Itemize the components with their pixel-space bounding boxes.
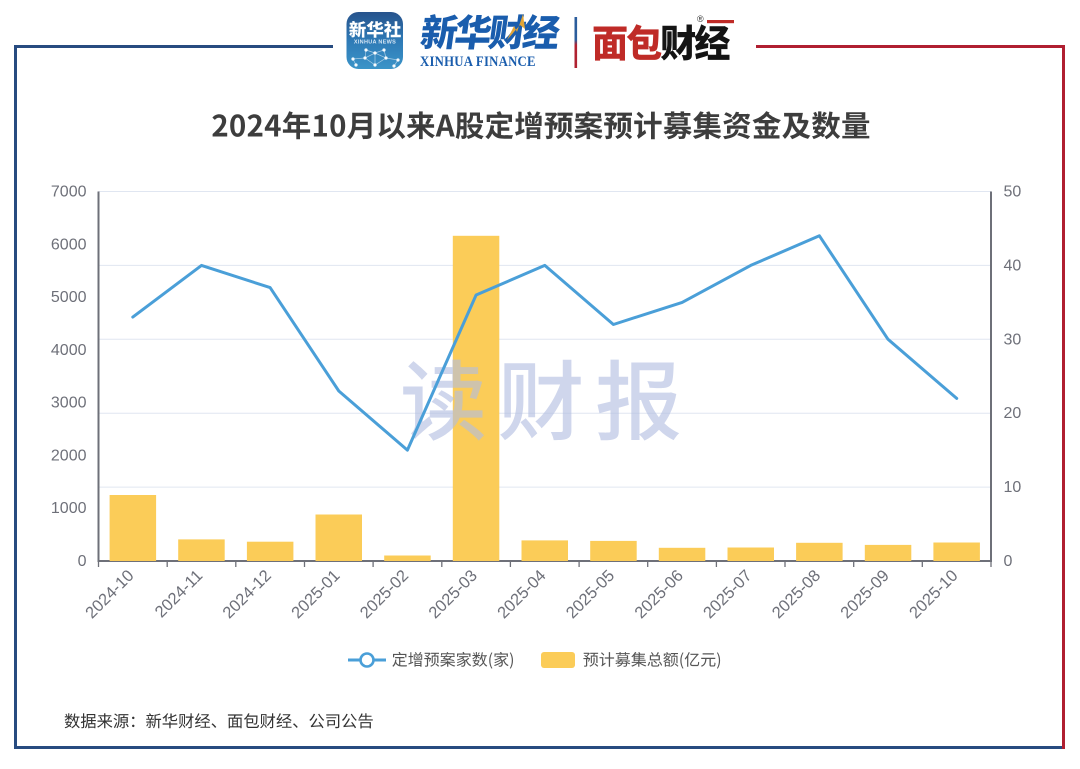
svg-text:2025-10: 2025-10: [906, 567, 962, 623]
svg-text:2025-07: 2025-07: [700, 567, 756, 623]
svg-text:40: 40: [1004, 257, 1022, 274]
svg-text:2024-10: 2024-10: [82, 567, 138, 623]
svg-text:2025-05: 2025-05: [563, 567, 619, 623]
svg-text:5000: 5000: [51, 289, 87, 306]
svg-text:XINHUA NEWS: XINHUA NEWS: [354, 40, 396, 46]
svg-text:0: 0: [1004, 553, 1013, 570]
svg-text:2025-01: 2025-01: [288, 567, 344, 623]
svg-text:2024-11: 2024-11: [152, 567, 207, 622]
svg-text:4000: 4000: [51, 342, 87, 359]
svg-text:®: ®: [697, 14, 704, 24]
svg-text:10: 10: [1004, 479, 1022, 496]
svg-text:1000: 1000: [51, 500, 87, 517]
svg-text:2025-03: 2025-03: [425, 567, 481, 623]
svg-text:XINHUA FINANCE: XINHUA FINANCE: [420, 54, 536, 70]
svg-text:2025-02: 2025-02: [357, 567, 413, 623]
svg-text:50: 50: [1004, 184, 1022, 201]
svg-text:30: 30: [1004, 331, 1022, 348]
svg-text:20: 20: [1004, 405, 1022, 422]
svg-text:2024-12: 2024-12: [219, 567, 275, 623]
svg-text:6000: 6000: [51, 236, 87, 253]
svg-text:2000: 2000: [51, 447, 87, 464]
svg-text:2025-04: 2025-04: [494, 567, 550, 623]
svg-text:2025-08: 2025-08: [769, 567, 825, 623]
svg-text:7000: 7000: [51, 184, 87, 201]
svg-text:2025-09: 2025-09: [837, 567, 893, 623]
svg-text:0: 0: [78, 553, 87, 570]
svg-text:3000: 3000: [51, 395, 87, 412]
svg-text:2025-06: 2025-06: [631, 567, 687, 623]
